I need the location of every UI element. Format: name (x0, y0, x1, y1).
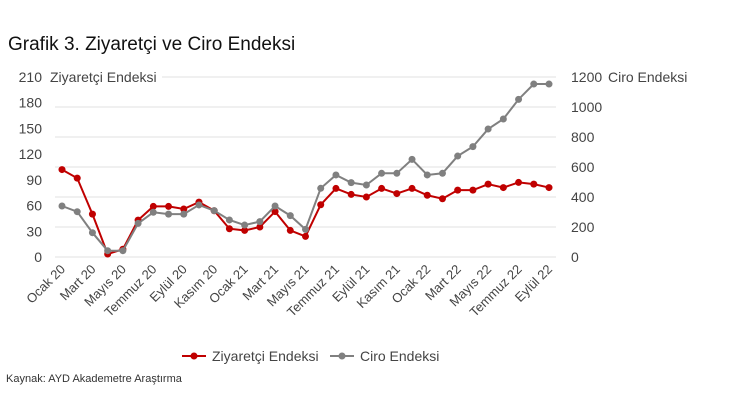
y-left-axis-title: Ziyaretçi Endeksi (50, 69, 157, 85)
data-point (134, 219, 142, 227)
data-point (332, 184, 340, 192)
data-point (119, 247, 127, 255)
data-point (73, 174, 81, 182)
y-left-tick-label: 120 (19, 146, 43, 162)
data-point (104, 247, 112, 255)
data-point (149, 202, 157, 210)
y-right-tick-label: 1200 (571, 69, 602, 85)
data-point (515, 95, 523, 103)
axis-title-background (48, 68, 162, 86)
data-point (271, 202, 279, 210)
data-point (180, 210, 188, 218)
data-point (88, 229, 96, 237)
chart-title: Grafik 3. Ziyaretçi ve Ciro Endeksi (8, 34, 296, 55)
data-point (302, 232, 309, 240)
y-right-tick-label: 0 (571, 249, 579, 265)
y-left-tick-label: 60 (26, 198, 42, 214)
source-note: Kaynak: AYD Akademetre Araştırma (6, 373, 182, 385)
data-point (393, 169, 401, 177)
y-right-axis-title: Ciro Endeksi (608, 69, 687, 85)
data-point (469, 143, 477, 151)
y-right-tick-label: 200 (571, 219, 595, 235)
data-point (302, 225, 309, 233)
data-point (88, 210, 96, 218)
y-right-tick-label: 400 (571, 189, 595, 205)
data-point (362, 193, 370, 201)
data-point (515, 178, 523, 186)
data-point (499, 115, 507, 123)
data-point (165, 210, 173, 218)
y-left-tick-label: 210 (19, 69, 43, 85)
data-point (484, 180, 492, 188)
data-point (241, 221, 249, 229)
data-point (225, 225, 233, 233)
y-left-tick-label: 0 (34, 249, 42, 265)
y-left-tick-label: 30 (26, 223, 42, 239)
y-right-tick-label: 1000 (571, 99, 602, 115)
x-tick-label: Ocak 20 (23, 262, 68, 307)
legend-marker (338, 352, 346, 360)
data-point (545, 80, 553, 88)
data-point (241, 226, 249, 234)
y-left-tick-label: 180 (19, 95, 43, 111)
data-point (347, 190, 355, 198)
series-line-ziyaretci (61, 168, 550, 256)
y-right-tick-label: 800 (571, 129, 595, 145)
data-point (530, 180, 538, 188)
data-point (286, 226, 294, 234)
data-point (271, 208, 279, 216)
data-point (180, 205, 188, 213)
data-point (530, 80, 538, 88)
data-point (393, 190, 401, 198)
data-point (210, 207, 218, 215)
data-point (195, 201, 203, 209)
data-point (454, 152, 462, 160)
data-point (225, 216, 233, 224)
legend-label: Ciro Endeksi (360, 348, 439, 364)
data-point (165, 202, 173, 210)
data-point (484, 125, 492, 133)
y-left-tick-label: 90 (26, 172, 42, 188)
legend-marker (190, 352, 198, 360)
data-point (317, 184, 325, 192)
data-point (58, 166, 66, 174)
data-point (378, 169, 386, 177)
data-point (408, 184, 416, 192)
data-point (423, 171, 431, 179)
data-point (332, 171, 340, 179)
y-left-tick-label: 150 (19, 120, 43, 136)
legend-label: Ziyaretçi Endeksi (212, 348, 319, 364)
data-point (408, 155, 416, 163)
data-point (423, 191, 431, 199)
data-point (347, 179, 355, 187)
data-point (469, 186, 477, 194)
data-point (362, 181, 370, 189)
data-point (545, 184, 553, 192)
data-point (378, 184, 386, 192)
data-point (317, 201, 325, 209)
y-right-tick-label: 600 (571, 159, 595, 175)
data-point (256, 218, 264, 226)
data-point (286, 212, 294, 220)
data-point (438, 195, 446, 203)
data-point (499, 184, 507, 192)
data-point (58, 202, 66, 210)
data-point (438, 169, 446, 177)
data-point (256, 223, 264, 231)
data-point (73, 208, 81, 216)
data-point (454, 186, 462, 194)
data-point (149, 208, 157, 216)
